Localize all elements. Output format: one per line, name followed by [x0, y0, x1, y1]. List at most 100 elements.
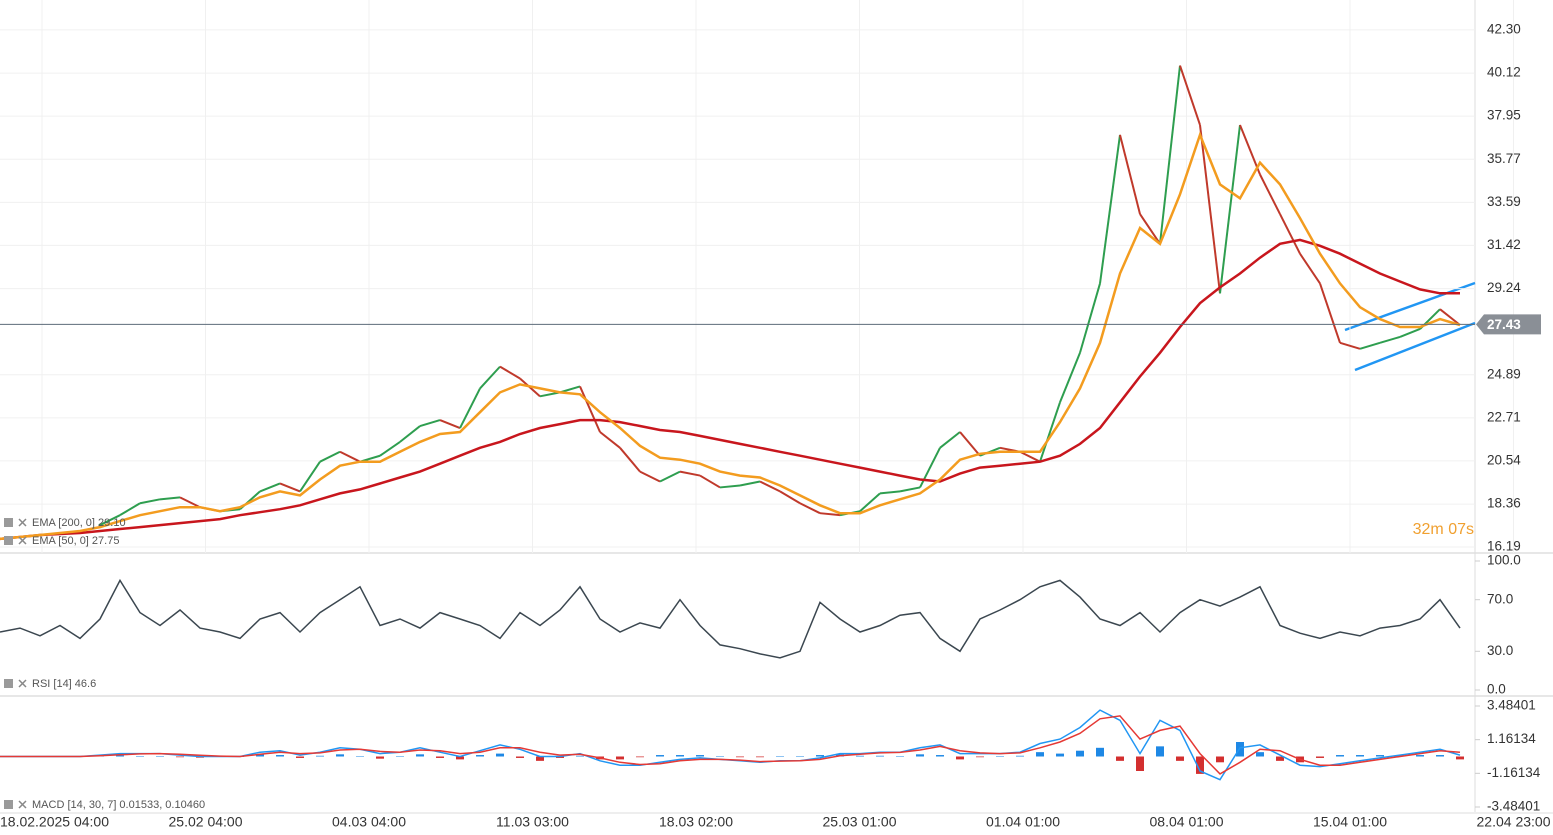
histogram-bar	[1416, 755, 1424, 757]
y-tick-label: 29.24	[1487, 280, 1521, 295]
price-segment	[119, 502, 141, 517]
y-tick-label: 3.48401	[1487, 698, 1536, 713]
price-segment	[299, 461, 321, 492]
histogram-bar	[896, 756, 904, 757]
series-line	[0, 131, 1461, 541]
x-tick-label: 01.04 01:00	[986, 814, 1060, 830]
price-segment	[859, 492, 881, 512]
price-segment	[539, 391, 561, 398]
price-segment	[99, 514, 121, 526]
price-segment	[1199, 124, 1221, 294]
histogram-bar	[436, 756, 444, 758]
price-segment	[1079, 283, 1101, 354]
x-tick-label: 18.02.2025 04:00	[0, 814, 109, 830]
legend-icon[interactable]	[4, 518, 13, 527]
legend-close[interactable]	[18, 800, 27, 809]
histogram-bar	[276, 755, 284, 757]
x-tick-label: 11.03 03:00	[496, 814, 569, 830]
y-tick-label: -3.48401	[1487, 799, 1540, 814]
price-segment	[1139, 213, 1161, 245]
legend-label: EMA [50, 0] 27.75	[32, 535, 119, 547]
y-tick-label: 18.36	[1487, 496, 1521, 511]
histogram-bar	[696, 755, 704, 757]
x-tick-label: 25.03 01:00	[823, 814, 897, 830]
y-tick-label: 35.77	[1487, 151, 1521, 166]
histogram-bar	[976, 756, 984, 758]
histogram-bar	[156, 756, 164, 757]
price-segment	[739, 480, 761, 487]
price-segment	[1279, 213, 1301, 255]
price-segment	[939, 431, 961, 449]
histogram-bar	[416, 754, 424, 757]
price-segment	[379, 441, 401, 457]
price-segment	[1259, 174, 1281, 215]
price-segment	[1159, 65, 1181, 244]
histogram-bar	[316, 755, 324, 757]
y-tick-label: 42.30	[1487, 21, 1521, 36]
channel-line[interactable]	[1354, 321, 1476, 372]
histogram-bar	[1456, 756, 1464, 760]
histogram-bar	[616, 756, 624, 760]
histogram-bar	[1196, 756, 1204, 774]
y-tick-label: 20.54	[1487, 452, 1521, 467]
histogram-bar	[1256, 752, 1264, 757]
histogram-bar	[136, 756, 144, 757]
price-segment	[699, 474, 721, 489]
histogram-bar	[656, 755, 664, 757]
series-line	[0, 238, 1460, 541]
channel-line[interactable]	[1344, 281, 1476, 332]
price-segment	[399, 425, 421, 443]
histogram-bar	[1016, 755, 1024, 757]
last-price-tag	[1476, 314, 1541, 335]
histogram-bar	[576, 755, 584, 757]
price-segment	[1019, 450, 1041, 463]
histogram-bar	[516, 756, 524, 758]
histogram-bar	[116, 755, 124, 757]
histogram-bar	[176, 756, 184, 758]
price-segment	[639, 470, 661, 483]
histogram-bar	[716, 756, 724, 757]
price-segment	[659, 470, 681, 483]
histogram-bar	[1376, 755, 1384, 757]
legend-close[interactable]	[18, 679, 27, 688]
price-segment	[1319, 283, 1341, 344]
y-tick-label: 100.0	[1487, 553, 1521, 568]
histogram-bar	[1236, 742, 1244, 757]
price-segment	[879, 490, 901, 495]
legend-close[interactable]	[18, 536, 27, 545]
legend-label: RSI [14] 46.6	[32, 678, 96, 690]
price-segment	[1099, 134, 1121, 284]
histogram-bar	[1156, 746, 1164, 757]
histogram-bar	[736, 756, 744, 758]
histogram-bar	[1356, 755, 1364, 757]
y-tick-label: 40.12	[1487, 65, 1521, 80]
legend-icon[interactable]	[4, 800, 13, 809]
price-segment	[799, 502, 821, 515]
y-tick-label: 1.16134	[1487, 731, 1536, 746]
histogram-bar	[996, 756, 1004, 757]
histogram-bar	[876, 755, 884, 757]
histogram-bar	[776, 756, 784, 757]
price-segment	[1059, 352, 1081, 403]
price-segment	[1179, 65, 1201, 126]
price-segment	[1379, 335, 1401, 344]
histogram-bar	[456, 756, 464, 760]
price-segment	[499, 365, 521, 380]
countdown: 32m 07s	[1413, 521, 1474, 538]
y-tick-label: -1.16134	[1487, 765, 1541, 780]
histogram-bar	[1316, 756, 1324, 758]
legend-icon[interactable]	[4, 679, 13, 688]
histogram-bar	[536, 756, 544, 761]
histogram-bar	[1116, 756, 1124, 761]
price-segment	[479, 365, 501, 390]
y-tick-label: 37.95	[1487, 108, 1521, 123]
y-tick-label: 16.19	[1487, 539, 1521, 554]
legend-icon[interactable]	[4, 536, 13, 545]
histogram-bar	[1436, 755, 1444, 757]
histogram-bar	[1216, 756, 1224, 763]
price-segment	[439, 419, 461, 429]
legend-close[interactable]	[18, 518, 27, 527]
